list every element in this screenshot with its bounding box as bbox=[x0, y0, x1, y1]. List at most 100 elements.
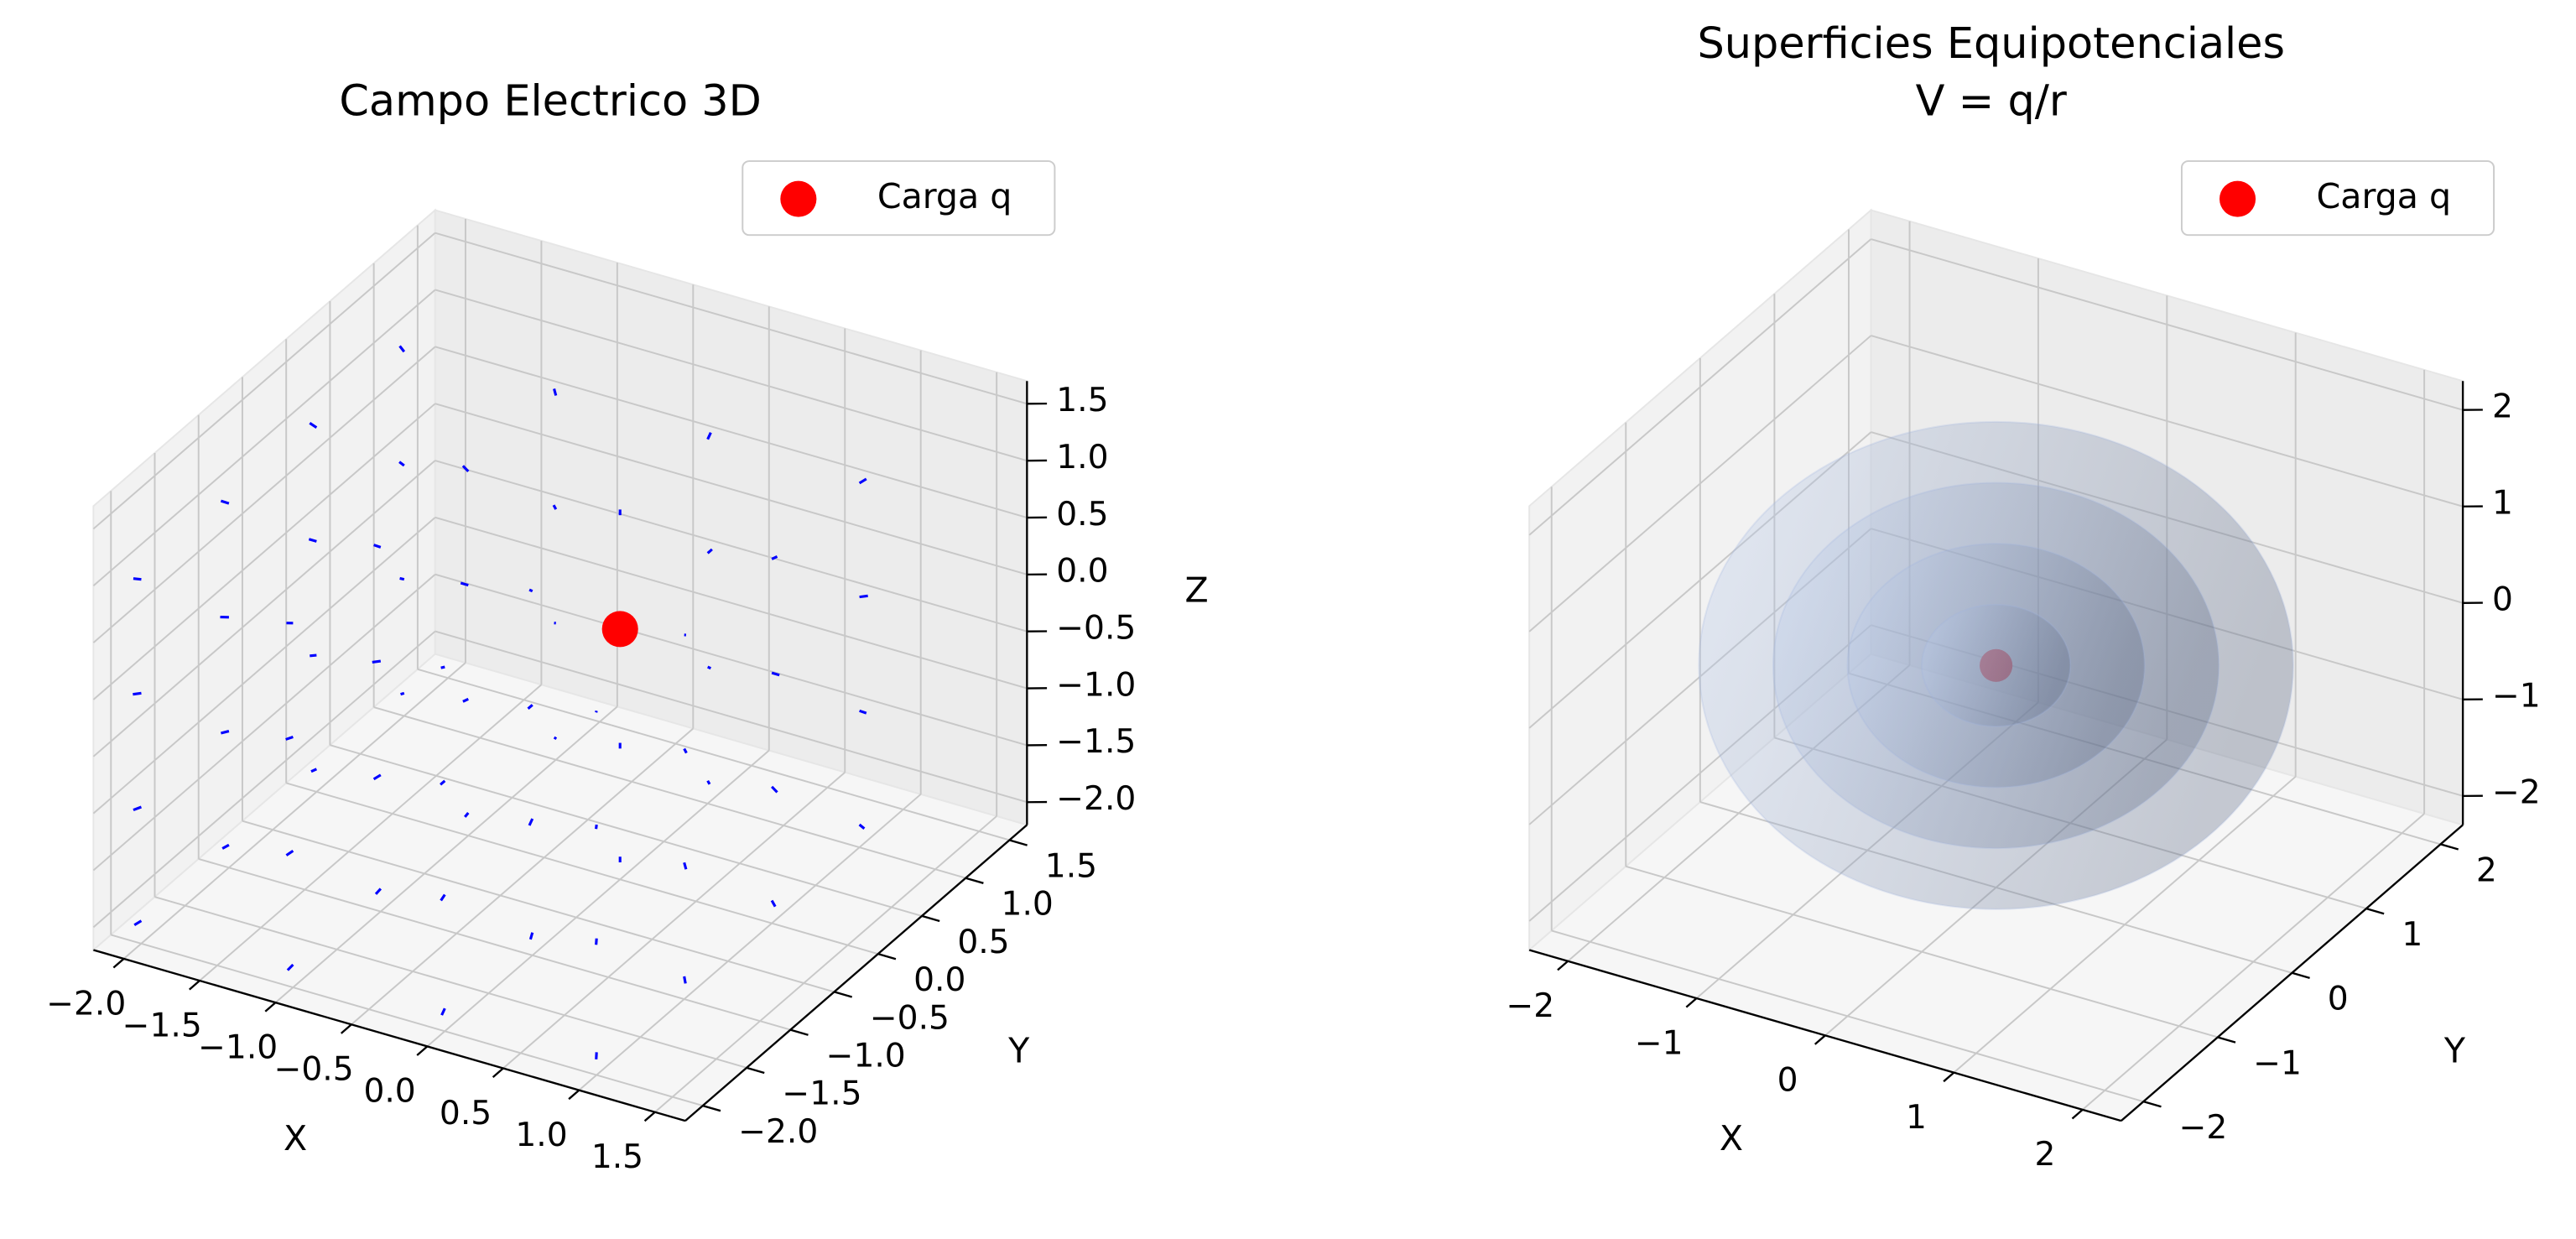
field-arrow bbox=[462, 697, 469, 703]
grid-line bbox=[92, 346, 436, 643]
grid-line bbox=[92, 232, 436, 530]
z-tick-label: 2 bbox=[2492, 388, 2513, 426]
field-arrow bbox=[373, 544, 382, 549]
field-arrow bbox=[221, 843, 230, 850]
x-tick-label: 1.0 bbox=[515, 1117, 567, 1154]
grid-line bbox=[92, 460, 436, 757]
x-tick-label: 2 bbox=[2034, 1136, 2055, 1174]
grid-line bbox=[274, 705, 618, 1003]
field-arrow bbox=[374, 888, 382, 895]
tick-mark bbox=[2071, 1108, 2084, 1120]
tick-mark bbox=[2217, 1036, 2236, 1044]
tick-mark bbox=[112, 958, 125, 969]
grid-line bbox=[330, 744, 923, 917]
grid-line bbox=[199, 684, 543, 981]
subplot: −2.0−1.5−1.0−0.50.00.51.01.5−2.0−1.5−1.0… bbox=[46, 77, 1208, 1177]
field-arrow bbox=[398, 461, 405, 467]
grid-line bbox=[435, 232, 1028, 405]
tick-mark bbox=[1009, 839, 1028, 846]
x-tick-label: 1 bbox=[1906, 1099, 1927, 1137]
tick-mark bbox=[2365, 907, 2385, 915]
field-arrow bbox=[553, 388, 558, 396]
field-arrow bbox=[286, 963, 294, 971]
field-arrow bbox=[308, 538, 317, 543]
tick-mark bbox=[1943, 1071, 1955, 1083]
tick-mark bbox=[702, 1104, 721, 1112]
field-arrow bbox=[528, 932, 534, 940]
grid-line bbox=[426, 749, 770, 1048]
tick-mark bbox=[643, 1111, 656, 1122]
z-tick-label: 1.0 bbox=[1056, 439, 1108, 476]
y-tick-label: −2.0 bbox=[738, 1113, 818, 1151]
tick-mark bbox=[746, 1066, 765, 1075]
z-tick-label: 0 bbox=[2492, 581, 2513, 619]
x-tick-label: 1.5 bbox=[591, 1138, 643, 1176]
tick-mark bbox=[2440, 843, 2459, 851]
y-tick-label: −1.5 bbox=[782, 1075, 861, 1113]
grid-line bbox=[435, 289, 1028, 462]
field-arrow bbox=[707, 665, 711, 670]
field-arrow bbox=[683, 747, 688, 754]
field-arrow bbox=[309, 422, 318, 429]
field-arrow bbox=[285, 849, 294, 856]
field-arrow bbox=[220, 499, 230, 505]
y-tick-label: 0 bbox=[2328, 981, 2349, 1018]
grid-line bbox=[92, 630, 436, 929]
grid-line bbox=[435, 573, 1028, 747]
field-arrow bbox=[683, 862, 688, 870]
grid-line bbox=[111, 934, 704, 1107]
equipotential-surface bbox=[1921, 603, 2072, 727]
grid-line bbox=[373, 706, 966, 879]
y-tick-label: −1 bbox=[2253, 1044, 2302, 1082]
field-arrow bbox=[859, 709, 867, 715]
x-tick-label: −1.0 bbox=[198, 1029, 278, 1067]
field-arrow bbox=[372, 659, 382, 664]
field-arrow bbox=[552, 504, 558, 510]
x-axis-label: X bbox=[1720, 1118, 1743, 1158]
field-arrow bbox=[706, 548, 713, 554]
x-tick-label: 0 bbox=[1777, 1062, 1798, 1100]
field-arrow bbox=[133, 919, 143, 927]
tick-mark bbox=[1685, 997, 1698, 1008]
grid-line bbox=[242, 820, 835, 993]
field-arrow bbox=[440, 1007, 446, 1016]
field-arrow bbox=[285, 736, 294, 741]
y-axis-label: Y bbox=[1007, 1030, 1030, 1070]
field-arrow bbox=[528, 818, 534, 826]
y-axis-label: Y bbox=[2443, 1030, 2466, 1070]
field-arrow bbox=[133, 805, 143, 812]
field-arrow bbox=[528, 588, 533, 593]
x-tick-label: −1.5 bbox=[122, 1007, 202, 1044]
legend-label: Carga q bbox=[877, 176, 1012, 216]
y-tick-label: −0.5 bbox=[870, 999, 950, 1037]
x-tick-label: −2.0 bbox=[46, 985, 126, 1023]
tick-mark bbox=[1557, 960, 1569, 971]
tick-mark bbox=[2142, 1101, 2162, 1108]
grid-line bbox=[1551, 929, 2144, 1103]
grid-line bbox=[351, 727, 694, 1026]
grid-line bbox=[1871, 335, 2464, 508]
grid-line bbox=[1528, 238, 1872, 536]
field-arrow bbox=[527, 704, 533, 711]
field-arrow bbox=[553, 736, 558, 740]
field-arrow bbox=[858, 823, 866, 830]
grid-line bbox=[154, 896, 747, 1069]
field-arrow bbox=[399, 576, 405, 581]
grid-line bbox=[417, 668, 1010, 841]
tick-mark bbox=[2292, 971, 2310, 980]
field-arrow bbox=[440, 893, 446, 902]
field-arrow bbox=[133, 577, 142, 581]
field-arrow bbox=[372, 773, 382, 781]
x-tick-label: −2 bbox=[1506, 987, 1554, 1025]
field-arrow bbox=[133, 691, 142, 696]
grid-line bbox=[435, 460, 1028, 633]
grid-line bbox=[92, 517, 436, 815]
x-tick-label: 0.0 bbox=[363, 1073, 415, 1111]
y-tick-label: 0.0 bbox=[913, 961, 965, 999]
grid-line bbox=[285, 782, 879, 955]
z-tick-label: −2.0 bbox=[1056, 780, 1136, 818]
field-arrow bbox=[595, 824, 598, 830]
